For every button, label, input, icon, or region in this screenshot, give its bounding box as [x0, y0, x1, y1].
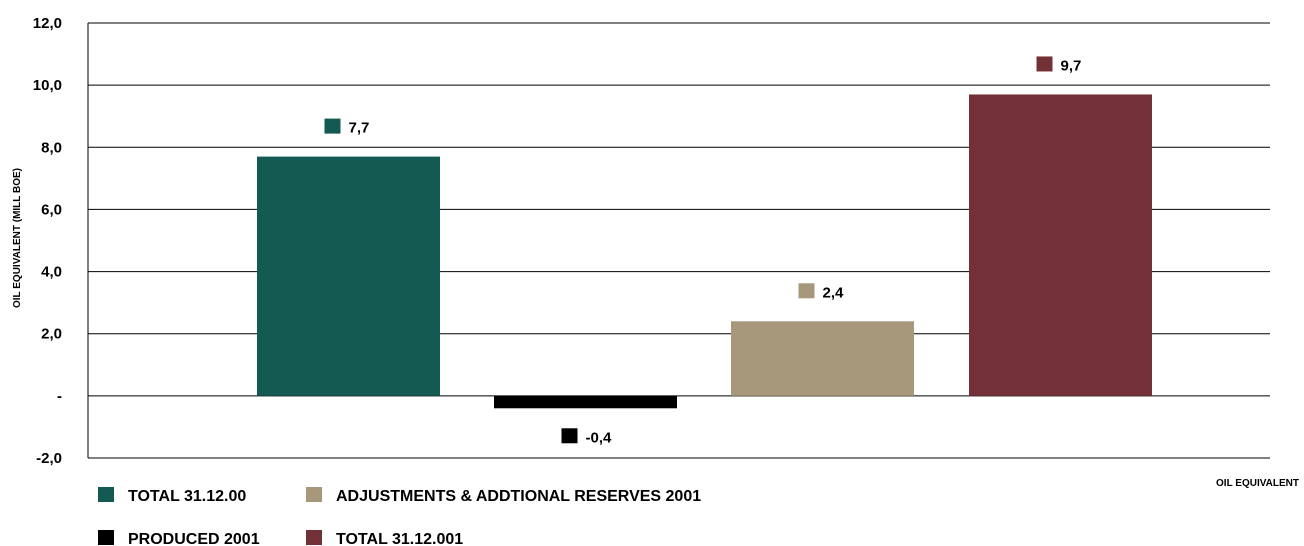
data-label-marker	[324, 118, 341, 134]
bar	[969, 94, 1152, 396]
data-label-marker	[798, 283, 815, 299]
y-tick-label: 8,0	[41, 139, 62, 156]
legend-swatch	[306, 487, 322, 502]
y-axis-title: OIL EQUIVALENT (MILL BOE)	[12, 168, 23, 308]
y-tick-label: 2,0	[41, 326, 62, 343]
y-tick-label: 12,0	[33, 15, 62, 32]
legend-label: ADJUSTMENTS & ADDTIONAL RESERVES 2001	[336, 488, 701, 505]
bars	[257, 94, 1152, 409]
legend-swatch	[98, 487, 114, 502]
legend: TOTAL 31.12.00 ADJUSTMENTS & ADDTIONAL RE…	[98, 487, 701, 546]
data-label-marker	[1036, 56, 1053, 72]
data-label: 2,4	[823, 284, 845, 301]
legend-label: TOTAL 31.12.00	[128, 488, 246, 505]
y-tick-label: -2,0	[36, 450, 62, 467]
x-axis-title: OIL EQUIVALENT	[1216, 478, 1299, 489]
bar	[257, 156, 440, 396]
data-label: 7,7	[349, 120, 370, 137]
data-label: 9,7	[1061, 57, 1082, 74]
bar	[494, 395, 677, 409]
data-labels: 7,7 -0,4 2,4 9,7	[324, 56, 1082, 446]
y-tick-label: 4,0	[41, 264, 62, 281]
y-tick-label: -	[57, 388, 62, 405]
data-label: -0,4	[586, 429, 613, 446]
bar	[731, 321, 914, 396]
legend-swatch	[98, 530, 114, 545]
legend-label: TOTAL 31.12.001	[336, 531, 463, 546]
y-tick-label: 6,0	[41, 201, 62, 218]
legend-swatch	[306, 530, 322, 545]
data-label-marker	[561, 428, 578, 444]
legend-label: PRODUCED 2001	[128, 531, 260, 546]
y-tick-label: 10,0	[33, 77, 62, 94]
y-axis: 12,0 10,0 8,0 6,0 4,0 2,0 - -2,0	[33, 15, 89, 467]
